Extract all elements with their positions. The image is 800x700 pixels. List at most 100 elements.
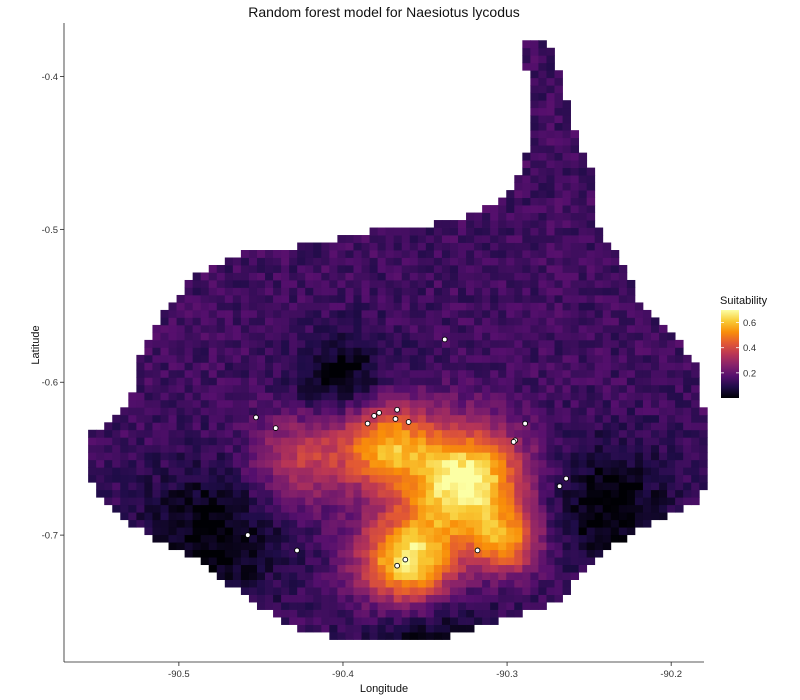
heatmap-cell — [385, 549, 395, 558]
heatmap-cell — [377, 609, 387, 618]
heatmap-cell — [345, 294, 354, 303]
heatmap-cell — [530, 444, 539, 453]
heatmap-cell — [522, 309, 531, 318]
heatmap-cell — [498, 474, 507, 483]
heatmap-cell — [449, 250, 459, 258]
heatmap-cell — [208, 332, 218, 341]
heatmap-cell — [265, 250, 274, 258]
heatmap-cell — [458, 602, 467, 610]
heatmap-cell — [256, 467, 266, 476]
heatmap-cell — [417, 512, 427, 521]
heatmap-cell — [112, 429, 121, 438]
heatmap-cell — [377, 512, 387, 521]
heatmap-cell — [273, 602, 282, 610]
heatmap-cell — [289, 609, 298, 618]
heatmap-cell — [128, 482, 137, 491]
heatmap-cell — [321, 324, 330, 333]
heatmap-cell — [240, 549, 250, 558]
heatmap-cell — [466, 542, 475, 551]
heatmap-cell — [618, 489, 628, 498]
heatmap-cell — [329, 452, 338, 461]
heatmap-cell — [433, 242, 443, 251]
heatmap-cell — [554, 519, 563, 528]
heatmap-cell — [369, 459, 378, 468]
heatmap-cell — [691, 489, 700, 498]
heatmap-cell — [417, 287, 427, 296]
heatmap-cell — [385, 467, 395, 476]
heatmap-cell — [425, 429, 435, 438]
heatmap-cell — [498, 527, 507, 536]
heatmap-cell — [538, 557, 547, 566]
heatmap-cell — [120, 407, 129, 416]
heatmap-cell — [369, 489, 378, 498]
heatmap-cell — [594, 512, 604, 521]
heatmap-cell — [289, 557, 298, 566]
heatmap-cell — [441, 339, 451, 348]
heatmap-cell — [659, 497, 668, 506]
heatmap-cell — [385, 399, 395, 408]
heatmap-cell — [329, 332, 338, 341]
heatmap-cell — [441, 399, 451, 408]
heatmap-cell — [337, 482, 346, 491]
heatmap-cell — [433, 564, 443, 573]
heatmap-cell — [642, 512, 652, 521]
heatmap-cell — [466, 399, 475, 408]
heatmap-cell — [554, 212, 563, 221]
heatmap-cell — [530, 167, 539, 176]
heatmap-cell — [554, 377, 563, 386]
heatmap-cell — [88, 459, 97, 468]
heatmap-cell — [449, 294, 459, 303]
heatmap-cell — [506, 257, 515, 266]
heatmap-cell — [208, 459, 218, 468]
heatmap-cell — [425, 504, 435, 513]
heatmap-cell — [329, 489, 338, 498]
heatmap-cell — [176, 392, 186, 401]
heatmap-cell — [522, 332, 531, 341]
heatmap-cell — [530, 519, 539, 528]
heatmap-cell — [650, 339, 660, 348]
heatmap-cell — [369, 557, 378, 566]
heatmap-cell — [329, 444, 338, 453]
heatmap-cell — [192, 489, 202, 498]
heatmap-cell — [594, 317, 604, 326]
heatmap-cell — [586, 272, 596, 281]
heatmap-cell — [538, 504, 547, 513]
heatmap-cell — [667, 347, 676, 356]
heatmap-cell — [466, 534, 475, 543]
heatmap-cell — [514, 197, 523, 206]
heatmap-cell — [337, 317, 346, 326]
heatmap-cell — [474, 609, 483, 618]
heatmap-cell — [305, 250, 314, 258]
heatmap-cell — [586, 489, 596, 498]
heatmap-cell — [586, 362, 596, 371]
heatmap-cell — [409, 384, 419, 393]
heatmap-cell — [570, 130, 580, 139]
heatmap-cell — [144, 444, 153, 453]
heatmap-cell — [377, 542, 387, 551]
heatmap-cell — [433, 579, 443, 588]
heatmap-cell — [586, 264, 596, 273]
heatmap-cell — [176, 362, 186, 371]
heatmap-cell — [224, 309, 234, 318]
heatmap-cell — [321, 422, 330, 431]
heatmap-cell — [184, 519, 194, 528]
heatmap-cell — [474, 354, 483, 363]
heatmap-cell — [337, 399, 346, 408]
heatmap-cell — [490, 220, 499, 228]
heatmap-cell — [240, 362, 250, 371]
heatmap-cell — [377, 227, 387, 236]
heatmap-cell — [466, 302, 475, 311]
heatmap-cell — [248, 279, 258, 288]
heatmap-cell — [449, 467, 459, 476]
heatmap-cell — [626, 467, 636, 476]
heatmap-cell — [297, 594, 306, 603]
heatmap-cell — [353, 399, 362, 408]
heatmap-cell — [650, 512, 660, 521]
legend-tick-label: 0.6 — [743, 318, 756, 329]
heatmap-cell — [184, 279, 194, 288]
heatmap-cell — [248, 392, 258, 401]
x-tick-label: -90.2 — [660, 669, 682, 680]
heatmap-cell — [289, 347, 298, 356]
heatmap-cell — [433, 220, 443, 228]
heatmap-cell — [409, 407, 419, 416]
